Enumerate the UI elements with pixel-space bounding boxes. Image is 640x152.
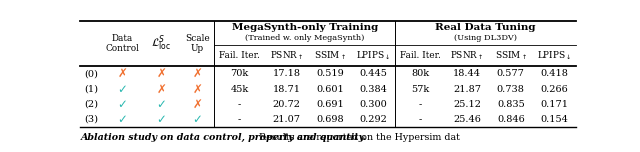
- Text: MegaSynth-only Training: MegaSynth-only Training: [232, 23, 378, 32]
- Text: ✓: ✓: [157, 98, 166, 111]
- Text: 25.12: 25.12: [453, 100, 481, 109]
- Text: -: -: [419, 115, 422, 124]
- Text: LPIPS$_{\downarrow}$: LPIPS$_{\downarrow}$: [356, 49, 391, 62]
- Text: 21.07: 21.07: [273, 115, 301, 124]
- Text: 0.171: 0.171: [540, 100, 568, 109]
- Text: $\mathcal{L}_{\mathrm{loc}}^{S}$: $\mathcal{L}_{\mathrm{loc}}^{S}$: [152, 34, 172, 54]
- Text: 80k: 80k: [412, 69, 429, 78]
- Text: 0.601: 0.601: [316, 85, 344, 93]
- Text: 0.846: 0.846: [497, 115, 525, 124]
- Text: ✗: ✗: [117, 67, 127, 80]
- Text: ✓: ✓: [117, 98, 127, 111]
- Text: ✓: ✓: [157, 113, 166, 126]
- Text: (Using DL3DV): (Using DL3DV): [454, 34, 517, 42]
- Text: (3): (3): [84, 115, 98, 124]
- Text: PSNR$_{\uparrow}$: PSNR$_{\uparrow}$: [269, 49, 303, 62]
- Text: ✓: ✓: [193, 113, 202, 126]
- Text: 0.384: 0.384: [360, 85, 387, 93]
- Text: ✓: ✓: [117, 83, 127, 96]
- Text: 0.292: 0.292: [360, 115, 387, 124]
- Text: 18.44: 18.44: [453, 69, 481, 78]
- Text: Real Data Tuning: Real Data Tuning: [435, 23, 536, 32]
- Text: 0.698: 0.698: [316, 115, 344, 124]
- Text: ✗: ✗: [193, 67, 202, 80]
- Text: 25.46: 25.46: [453, 115, 481, 124]
- Text: 20.72: 20.72: [273, 100, 301, 109]
- Text: 0.445: 0.445: [360, 69, 387, 78]
- Text: ✗: ✗: [157, 83, 166, 96]
- Text: Ablation study on data control, property and quantity.: Ablation study on data control, property…: [81, 133, 367, 142]
- Text: 0.691: 0.691: [316, 100, 344, 109]
- Text: Scale
Up: Scale Up: [185, 34, 210, 53]
- Text: 0.577: 0.577: [497, 69, 525, 78]
- Text: Data
Control: Data Control: [106, 34, 140, 53]
- Text: PSNR$_{\uparrow}$: PSNR$_{\uparrow}$: [451, 49, 484, 62]
- Text: ✗: ✗: [193, 83, 202, 96]
- Text: Fail. Iter.: Fail. Iter.: [400, 51, 441, 60]
- Text: (1): (1): [84, 85, 98, 93]
- Text: 57k: 57k: [412, 85, 429, 93]
- Text: Results are reported on the Hypersim dat: Results are reported on the Hypersim dat: [256, 133, 460, 142]
- Text: ✗: ✗: [157, 67, 166, 80]
- Text: 18.71: 18.71: [273, 85, 301, 93]
- Text: 0.418: 0.418: [540, 69, 568, 78]
- Text: 0.154: 0.154: [540, 115, 568, 124]
- Text: -: -: [238, 115, 241, 124]
- Text: ✗: ✗: [193, 98, 202, 111]
- Text: 0.519: 0.519: [316, 69, 344, 78]
- Text: 70k: 70k: [230, 69, 249, 78]
- Text: -: -: [419, 100, 422, 109]
- Text: ✓: ✓: [117, 113, 127, 126]
- Text: 0.835: 0.835: [497, 100, 525, 109]
- Text: 45k: 45k: [230, 85, 249, 93]
- Text: (2): (2): [84, 100, 98, 109]
- Text: 17.18: 17.18: [273, 69, 301, 78]
- Text: 0.300: 0.300: [360, 100, 387, 109]
- Text: 0.738: 0.738: [497, 85, 525, 93]
- Text: LPIPS$_{\downarrow}$: LPIPS$_{\downarrow}$: [537, 49, 572, 62]
- Text: Fail. Iter.: Fail. Iter.: [219, 51, 260, 60]
- Text: (Trained w. only MegaSynth): (Trained w. only MegaSynth): [245, 34, 365, 42]
- Text: 0.266: 0.266: [540, 85, 568, 93]
- Text: -: -: [238, 100, 241, 109]
- Text: SSIM$_{\uparrow}$: SSIM$_{\uparrow}$: [314, 49, 346, 62]
- Text: (0): (0): [84, 69, 98, 78]
- Text: 21.87: 21.87: [453, 85, 481, 93]
- Text: SSIM$_{\uparrow}$: SSIM$_{\uparrow}$: [495, 49, 527, 62]
